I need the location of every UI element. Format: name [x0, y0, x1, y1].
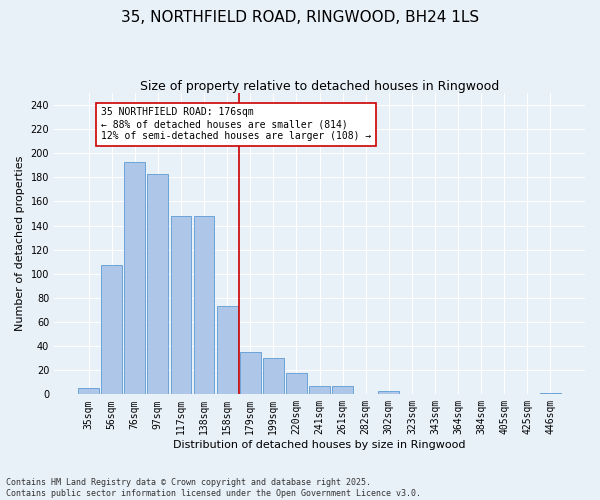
Bar	[217, 306, 238, 394]
Text: Contains HM Land Registry data © Crown copyright and database right 2025.
Contai: Contains HM Land Registry data © Crown c…	[6, 478, 421, 498]
Title: Size of property relative to detached houses in Ringwood: Size of property relative to detached ho…	[140, 80, 499, 93]
Bar	[286, 372, 307, 394]
Bar	[309, 386, 330, 394]
Y-axis label: Number of detached properties: Number of detached properties	[15, 156, 25, 332]
Bar	[379, 390, 399, 394]
Bar	[240, 352, 260, 395]
Bar	[148, 174, 168, 394]
Bar	[332, 386, 353, 394]
Bar	[78, 388, 99, 394]
Bar	[540, 393, 561, 394]
X-axis label: Distribution of detached houses by size in Ringwood: Distribution of detached houses by size …	[173, 440, 466, 450]
Text: 35, NORTHFIELD ROAD, RINGWOOD, BH24 1LS: 35, NORTHFIELD ROAD, RINGWOOD, BH24 1LS	[121, 10, 479, 25]
Bar	[170, 216, 191, 394]
Text: 35 NORTHFIELD ROAD: 176sqm
← 88% of detached houses are smaller (814)
12% of sem: 35 NORTHFIELD ROAD: 176sqm ← 88% of deta…	[101, 108, 371, 140]
Bar	[101, 266, 122, 394]
Bar	[124, 162, 145, 394]
Bar	[263, 358, 284, 395]
Bar	[194, 216, 214, 394]
